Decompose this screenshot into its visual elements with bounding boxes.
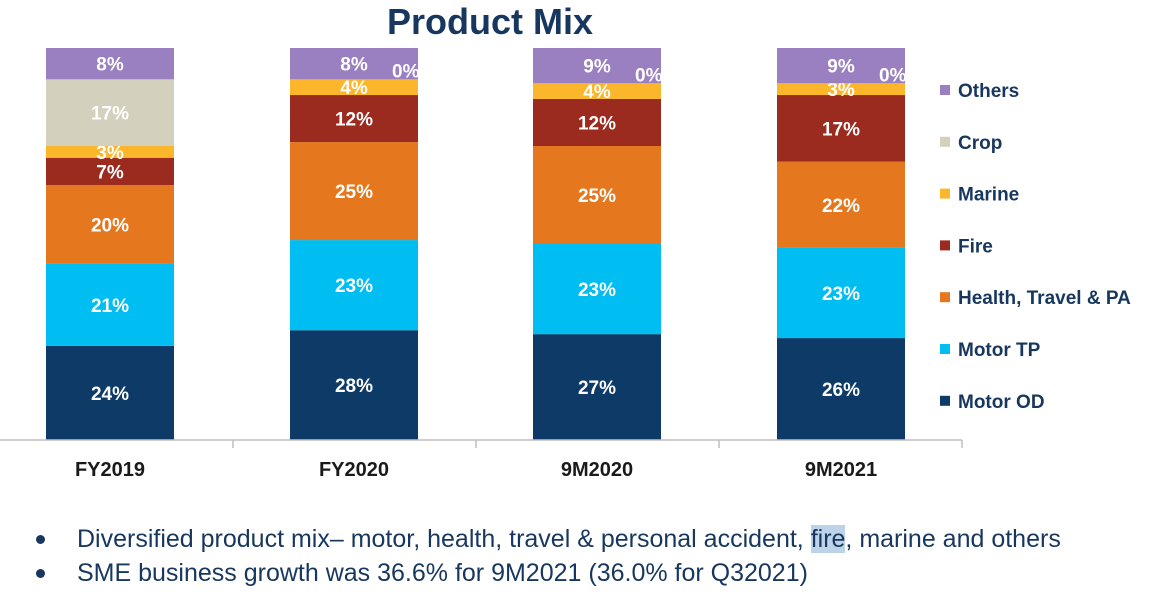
data-label-crop-zero: 0% [392,61,420,82]
data-label-others: 9% [827,57,855,78]
data-label-fire: 12% [578,113,616,134]
bar-segment-marine [290,79,418,96]
data-label-health-travel-pa: 25% [335,182,373,203]
bar-segment-motor-tp [290,240,418,331]
bar-segment-motor-od [533,334,661,440]
legend-swatch-health-travel-pa [940,292,950,303]
data-label-marine: 4% [583,82,611,103]
bar-segment-health-travel-pa [533,146,661,244]
highlighted-word: fire [810,525,846,553]
bar-segment-marine [777,83,905,96]
x-axis: FY2019 FY2020 9M2020 9M2021 [0,439,963,481]
data-label-motor-od: 24% [91,384,129,405]
bullet-text: SME business growth was 36.6% for 9M2021… [77,559,808,587]
data-label-crop-zero: 0% [635,65,663,86]
data-label-health-travel-pa: 20% [91,215,129,236]
legend-entry-motor-od: Motor OD [958,392,1045,413]
bullet-text: Diversified product mix– motor, health, … [77,525,1061,553]
legend-swatch-marine [940,188,950,199]
data-label-marine: 3% [96,143,124,164]
data-label-crop-zero: 0% [879,65,907,86]
bar-segment-fire [777,95,905,162]
bar-segment-marine [46,146,174,158]
data-label-fire: 7% [96,162,124,183]
x-tick-label: 9M2020 [561,459,633,481]
bullet-dot-icon [36,568,45,578]
bar-segment-health-travel-pa [290,142,418,241]
bullet-list: Diversified product mix– motor, health, … [30,522,1061,590]
data-label-others: 8% [96,55,124,76]
x-tick-label: FY2019 [75,459,145,481]
legend-swatch-crop [940,136,950,147]
legend-entry-health-travel-pa: Health, Travel & PA [958,288,1131,309]
bullet-item: SME business growth was 36.6% for 9M2021… [30,556,1061,590]
legend-entry-marine: Marine [958,185,1019,206]
legend-entry-others: Others [958,81,1019,102]
bullet-item: Diversified product mix– motor, health, … [30,522,1061,556]
legend-entry-fire: Fire [958,236,993,257]
legend-entry-motor-tp: Motor TP [958,340,1041,361]
bar-segment-motor-tp [46,263,174,346]
legend: Others Crop Marine Fire Health, Travel & PA M… [940,81,1131,413]
bar-segment-motor-tp [777,247,905,339]
data-label-motor-od: 26% [822,380,860,401]
bar-segment-fire [46,157,174,186]
product-mix-chart: Product Mix 24%21%20%7%3%17%8%28%23%25%1… [0,1,1131,481]
data-label-others: 8% [340,55,368,76]
bar-segment-others [46,48,174,80]
bar-segment-health-travel-pa [777,161,905,248]
data-label-motor-tp: 23% [822,284,860,305]
legend-swatch-fire [940,240,950,251]
bar-segment-motor-od [777,338,905,440]
bar-segment-others [290,48,418,80]
data-label-others: 9% [583,57,611,78]
bar-segment-fire [290,95,418,143]
data-label-motor-tp: 21% [91,296,129,317]
chart-title: Product Mix [387,1,593,42]
data-label-crop: 17% [91,104,129,125]
legend-swatch-motor-od [940,395,950,406]
legend-swatch-others [940,85,950,95]
bullet-dot-icon [36,534,45,544]
bar-segment-others [533,48,661,84]
data-label-fire: 17% [822,119,860,140]
bar-segment-marine [533,83,661,99]
bar-segment-crop [46,79,174,146]
bar-segment-motor-tp [533,244,661,335]
bars-group: 24%21%20%7%3%17%8%28%23%25%12%4%8% 0%27%2… [46,48,907,440]
bar-segment-fire [533,98,661,146]
data-label-motor-tp: 23% [335,276,373,297]
data-label-motor-od: 27% [578,378,616,399]
data-label-marine: 4% [340,78,368,99]
bar-segment-others [777,48,905,84]
data-label-health-travel-pa: 22% [822,196,860,217]
data-label-fire: 12% [335,110,373,131]
bar-segment-motor-od [290,330,418,440]
bar-segment-health-travel-pa [46,185,174,264]
legend-entry-crop: Crop [958,133,1002,154]
data-label-motor-od: 28% [335,376,373,397]
x-tick-label: FY2020 [319,459,389,481]
data-label-health-travel-pa: 25% [578,186,616,207]
data-label-motor-tp: 23% [578,280,616,301]
bar-segment-motor-od [46,345,174,440]
legend-swatch-motor-tp [940,344,950,354]
data-label-marine: 3% [827,80,855,101]
x-tick-label: 9M2021 [805,459,877,481]
